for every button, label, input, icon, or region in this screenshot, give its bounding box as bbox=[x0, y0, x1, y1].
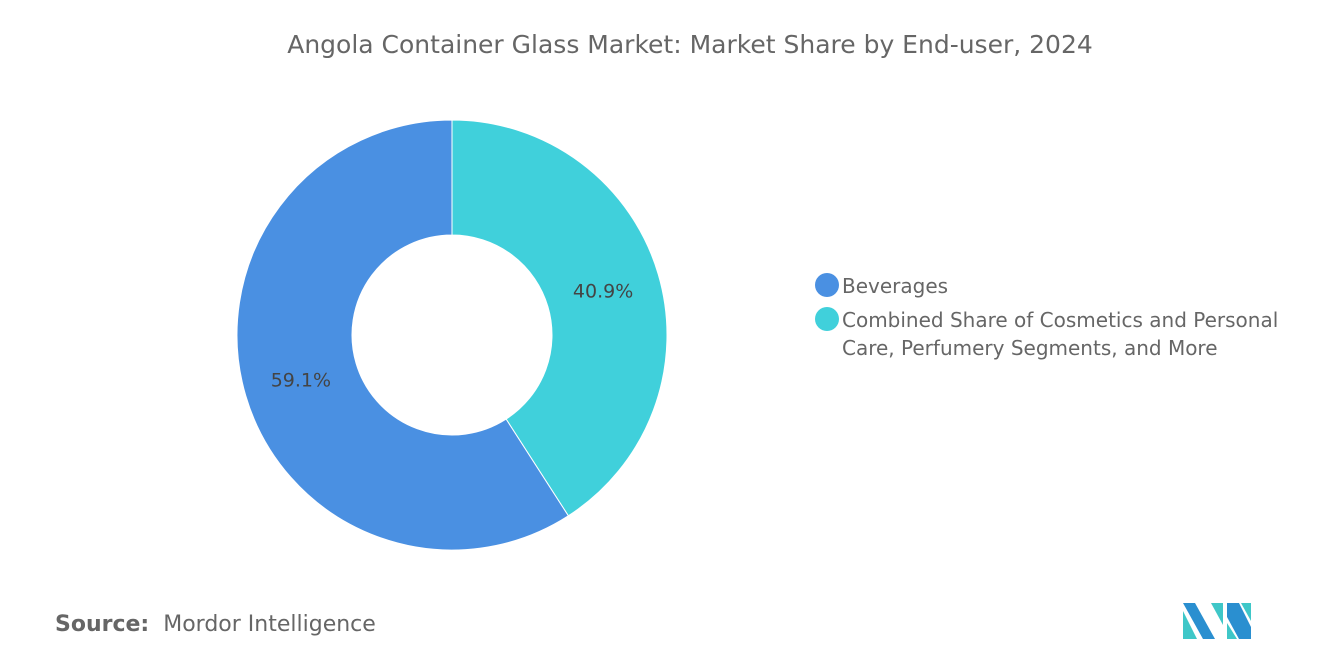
legend: Beverages Combined Share of Cosmetics an… bbox=[815, 272, 1295, 368]
source-prefix: Source: bbox=[55, 612, 150, 637]
legend-item-beverages[interactable]: Beverages bbox=[815, 272, 1295, 300]
data-label-0: 40.9% bbox=[573, 281, 633, 303]
slice-1[interactable] bbox=[236, 119, 570, 551]
source-name: Mordor Intelligence bbox=[163, 612, 376, 637]
legend-label: Combined Share of Cosmetics and Personal… bbox=[842, 308, 1279, 360]
source-note: Source: Mordor Intelligence bbox=[55, 612, 376, 637]
slice-0[interactable] bbox=[451, 119, 668, 517]
legend-item-combined-share[interactable]: Combined Share of Cosmetics and Personal… bbox=[815, 306, 1295, 362]
legend-swatch bbox=[815, 273, 839, 297]
legend-swatch bbox=[815, 307, 839, 331]
legend-label: Beverages bbox=[842, 274, 949, 298]
data-label-1: 59.1% bbox=[271, 369, 331, 391]
chart-title: Angola Container Glass Market: Market Sh… bbox=[287, 30, 1093, 59]
mordor-logo-icon bbox=[1183, 603, 1251, 639]
